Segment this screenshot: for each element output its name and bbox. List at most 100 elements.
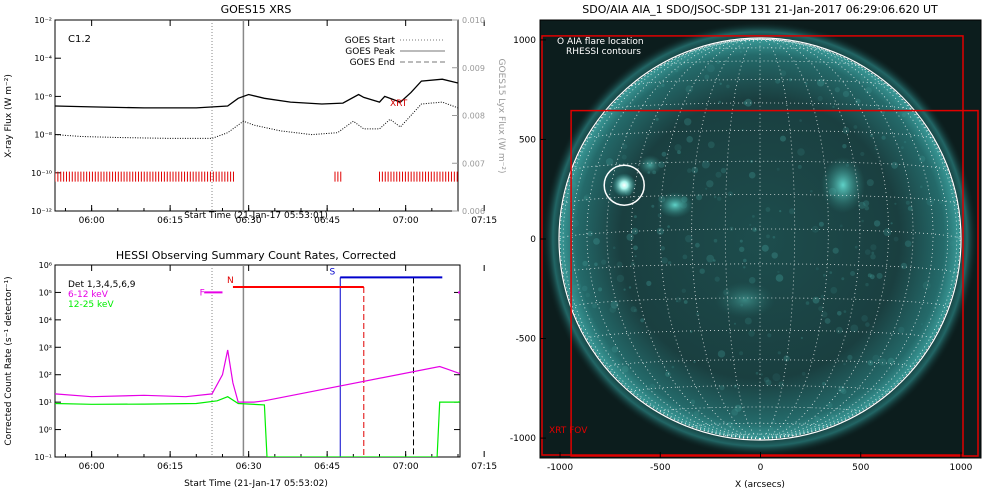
- disk-speckle: [903, 140, 907, 144]
- disk-speckle: [585, 292, 590, 298]
- aia-x-label: X (arcsecs): [735, 480, 785, 490]
- disk-speckle: [901, 113, 907, 118]
- disk-speckle: [779, 210, 782, 213]
- disk-speckle: [583, 194, 591, 202]
- disk-speckle: [901, 146, 904, 150]
- disk-speckle: [835, 326, 843, 334]
- disk-speckle: [869, 274, 875, 280]
- hessi-flag-bars: [204, 276, 460, 294]
- disk-speckle: [788, 78, 793, 82]
- hessi-y-tick-label: 10⁴: [39, 316, 52, 325]
- disk-speckle: [743, 101, 747, 105]
- longitude-line: [724, 38, 761, 440]
- disk-speckle: [718, 100, 721, 104]
- active-region-south: [715, 282, 775, 318]
- goes-flag-bars: [55, 171, 458, 182]
- longitude-line: [586, 38, 761, 440]
- hessi-x-tick-label: 06:45: [314, 462, 340, 472]
- hessi-x-tick-label: 06:00: [79, 462, 105, 472]
- disk-speckle: [739, 239, 743, 243]
- disk-speckle: [744, 98, 753, 107]
- disk-speckle: [743, 258, 747, 263]
- disk-speckle: [918, 155, 926, 162]
- disk-speckle: [922, 281, 931, 290]
- hessi-x-tick-label: 06:15: [157, 462, 183, 472]
- goes-y-tick-label: 10⁻⁶: [34, 92, 52, 101]
- disk-speckle: [837, 311, 842, 316]
- latitude-line: [571, 160, 949, 171]
- disk-speckle: [707, 141, 715, 149]
- aia-legend-flare: O AIA flare location: [557, 37, 644, 47]
- disk-speckle: [641, 89, 644, 93]
- disk-speckle: [823, 273, 826, 277]
- disk-speckle: [661, 257, 668, 264]
- active-region-ne: [638, 155, 662, 175]
- disk-speckle: [657, 213, 662, 218]
- disk-speckle: [640, 318, 645, 323]
- disk-speckle: [814, 416, 820, 422]
- hessi-flag-label: S: [330, 268, 336, 278]
- hessi-flag-label: N: [227, 276, 234, 286]
- aia-x-tick-label: 500: [852, 463, 869, 473]
- disk-speckle: [667, 261, 672, 265]
- disk-speckle: [719, 385, 725, 391]
- disk-speckle: [701, 160, 710, 169]
- disk-speckle: [842, 126, 850, 134]
- disk-speckle: [593, 238, 600, 245]
- disk-speckle: [634, 215, 637, 219]
- disk-speckle: [801, 371, 806, 376]
- aia-x-tick-label: 0: [758, 463, 764, 473]
- disk-speckle: [714, 276, 720, 282]
- disk-speckle: [656, 227, 665, 235]
- disk-speckle: [810, 190, 813, 193]
- goes-y-axis-right: 0.010 0.009 0.008 0.007 0.006: [452, 16, 485, 216]
- disk-speckle: [842, 90, 850, 98]
- hessi-legend-label: 6-12 keV: [68, 290, 109, 300]
- disk-speckle: [726, 84, 730, 89]
- goes-y-tick-label: 10⁻²: [34, 16, 52, 25]
- longitude-line: [759, 38, 958, 440]
- disk-speckle: [575, 283, 582, 290]
- disk-speckle: [780, 70, 787, 77]
- fov-box-0: [541, 35, 964, 456]
- hessi-x-tick-label: 07:15: [471, 462, 497, 472]
- disk-speckle: [717, 350, 726, 358]
- disk-speckle: [766, 234, 770, 239]
- disk-speckle: [626, 233, 634, 241]
- disk-speckle: [661, 151, 667, 157]
- disk-speckle: [818, 306, 823, 311]
- disk-speckle: [772, 373, 781, 382]
- latitude-line: [631, 79, 889, 87]
- disk-speckle: [926, 198, 935, 206]
- disk-speckle: [870, 244, 877, 251]
- goes-x-tick-label: 06:45: [314, 216, 340, 226]
- disk-speckle: [671, 365, 675, 369]
- disk-speckle: [705, 425, 708, 428]
- aia-y-tick-label: 1000: [513, 36, 536, 46]
- disk-speckle: [861, 315, 868, 322]
- aia-xrt-fov-label: XRT FOV: [549, 426, 588, 436]
- disk-speckle: [739, 351, 744, 356]
- hessi-series-line-0: [55, 349, 460, 403]
- disk-speckle: [752, 215, 755, 218]
- disk-speckle: [717, 196, 722, 201]
- disk-speckle: [771, 252, 778, 259]
- goes-xrs-panel: GOES15 XRS 06:00 06:15 06:30 06:45 07:00 07:1…: [4, 3, 506, 226]
- disk-speckle: [858, 201, 866, 209]
- hessi-y-axis: 10⁶ 10⁵ 10⁴ 10³ 10² 10¹ 10⁰ 10⁻¹: [34, 261, 460, 462]
- latitude-line: [659, 60, 861, 67]
- disk-speckle: [630, 306, 637, 313]
- disk-speckle: [704, 74, 710, 80]
- disk-speckle: [658, 84, 662, 89]
- disk-speckle: [621, 143, 628, 150]
- disk-speckle: [675, 68, 679, 73]
- disk-speckle: [633, 308, 638, 313]
- disk-speckle: [850, 271, 856, 276]
- aia-image-panel: SDO/AIA AIA_1 SDO/JSOC-SDP 131 21-Jan-20…: [510, 3, 982, 490]
- disk-speckle: [850, 324, 859, 333]
- disk-speckle: [713, 195, 717, 199]
- disk-speckle: [693, 410, 700, 417]
- disk-speckle: [820, 294, 825, 299]
- disk-speckle: [772, 235, 776, 239]
